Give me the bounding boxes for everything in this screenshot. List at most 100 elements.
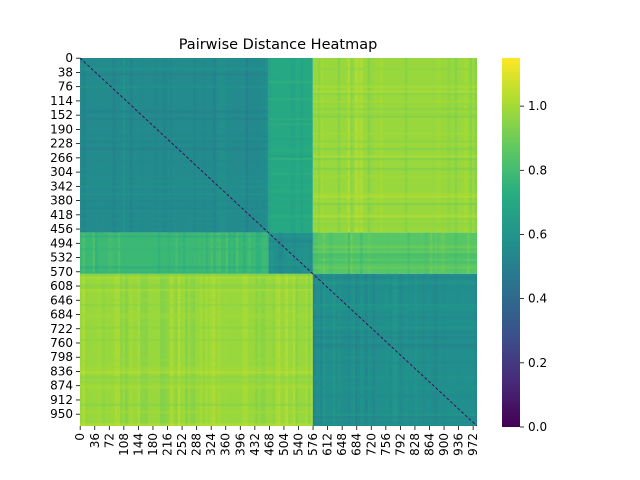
- heatmap-stripe-v: [290, 58, 294, 233]
- heatmap-stripe-v: [268, 58, 271, 233]
- heatmap-stripe-h: [80, 358, 313, 362]
- heatmap-stripe-h: [312, 263, 477, 267]
- x-tick-label: 432: [248, 433, 262, 456]
- colorbar-gradient: [502, 58, 520, 427]
- heatmap-stripe-h: [80, 248, 269, 251]
- heatmap-stripe-h: [312, 308, 477, 312]
- heatmap-stripe-v: [205, 232, 209, 274]
- heatmap-stripe-v: [310, 232, 313, 274]
- x-tick-label: 360: [219, 433, 233, 456]
- heatmap-stripe-h: [312, 112, 477, 116]
- heatmap-stripe-v: [352, 273, 356, 426]
- x-tick-label: 828: [408, 433, 422, 456]
- heatmap-stripe-h: [312, 212, 477, 216]
- heatmap-stripe-h: [312, 260, 477, 264]
- heatmap-stripe-v: [167, 273, 171, 426]
- heatmap-stripe-h: [268, 77, 313, 81]
- y-tick-label: 836: [50, 364, 73, 378]
- heatmap-stripe-v: [263, 232, 266, 274]
- heatmap-stripe-v: [117, 232, 121, 274]
- heatmap-stripe-h: [268, 232, 313, 236]
- heatmap-stripe-v: [310, 273, 313, 426]
- heatmap-stripe-h: [80, 210, 269, 213]
- heatmap-stripe-v: [280, 58, 284, 233]
- heatmap-stripe-v: [110, 273, 113, 426]
- heatmap-stripe-h: [80, 72, 269, 76]
- heatmap-stripe-v: [275, 273, 278, 426]
- y-tick-label: 418: [50, 208, 73, 222]
- heatmap-stripe-h: [268, 266, 313, 269]
- heatmap-stripe-h: [268, 237, 313, 241]
- heatmap-stripe-v: [185, 273, 188, 426]
- x-tick-label: 180: [146, 433, 160, 456]
- heatmap-stripe-v: [250, 232, 254, 274]
- heatmap-stripe-h: [268, 190, 313, 193]
- x-tick-label: 792: [393, 433, 407, 456]
- heatmap-stripe-v: [82, 273, 86, 426]
- heatmap-stripe-h: [80, 288, 313, 292]
- heatmap-stripe-h: [80, 192, 269, 196]
- heatmap-stripe-h: [312, 195, 477, 198]
- heatmap-stripe-h: [80, 338, 313, 342]
- heatmap-stripe-h: [312, 386, 477, 389]
- heatmap-stripe-v: [454, 232, 458, 274]
- heatmap-stripe-h: [80, 386, 313, 389]
- heatmap-stripe-h: [312, 245, 477, 249]
- heatmap-stripe-h: [80, 303, 313, 307]
- heatmap-stripe-v: [255, 273, 258, 426]
- x-tick-label: 648: [335, 433, 349, 456]
- heatmap-stripe-v: [102, 232, 106, 274]
- heatmap-stripe-v: [130, 58, 133, 233]
- x-tick-label: 504: [277, 433, 291, 456]
- heatmap-stripe-h: [312, 155, 477, 158]
- heatmap-stripe-h: [312, 326, 477, 329]
- heatmap-stripe-h: [80, 286, 313, 289]
- heatmap-stripe-v: [213, 58, 216, 233]
- heatmap-stripe-v: [225, 232, 229, 274]
- heatmap-stripe-v: [198, 232, 201, 274]
- heatmap-stripe-h: [312, 167, 477, 171]
- heatmap-stripe-v: [424, 232, 428, 274]
- y-tick-label: 0: [65, 51, 73, 65]
- heatmap-stripe-h: [312, 200, 477, 203]
- heatmap-stripe-h: [312, 376, 477, 379]
- heatmap-stripe-v: [160, 273, 163, 426]
- heatmap-stripe-v: [347, 273, 351, 426]
- heatmap-stripe-h: [312, 266, 477, 269]
- heatmap-stripe-v: [307, 273, 311, 426]
- heatmap-stripe-h: [268, 172, 313, 176]
- heatmap-stripe-h: [312, 142, 477, 146]
- heatmap-stripe-v: [112, 273, 116, 426]
- heatmap-stripe-v: [245, 273, 248, 426]
- heatmap-stripe-h: [268, 235, 313, 238]
- heatmap-stripe-v: [355, 273, 358, 426]
- heatmap-stripe-h: [312, 343, 477, 347]
- heatmap-stripe-h: [312, 222, 477, 226]
- y-tick-label: 266: [50, 151, 73, 165]
- heatmap-stripe-v: [380, 58, 383, 233]
- y-tick-label: 874: [50, 379, 73, 393]
- heatmap-stripe-v: [212, 273, 216, 426]
- heatmap-stripe-v: [312, 273, 316, 426]
- heatmap-stripe-h: [312, 356, 477, 359]
- heatmap-stripe-h: [80, 326, 313, 329]
- heatmap-stripe-v: [357, 58, 361, 233]
- heatmap-stripe-v: [202, 273, 206, 426]
- heatmap-stripe-v: [360, 273, 363, 426]
- heatmap-stripe-h: [312, 286, 477, 289]
- heatmap-stripe-v: [442, 58, 445, 233]
- heatmap-stripe-v: [265, 58, 269, 233]
- heatmap-stripe-h: [268, 147, 313, 151]
- heatmap-stripe-v: [414, 273, 418, 426]
- x-tick-label: 540: [292, 433, 306, 456]
- heatmap-stripe-v: [220, 58, 224, 233]
- heatmap-stripe-v: [190, 273, 193, 426]
- heatmap-stripe-v: [175, 273, 178, 426]
- heatmap-stripe-v: [375, 58, 378, 233]
- heatmap-stripe-h: [312, 157, 477, 161]
- heatmap-stripe-v: [225, 273, 228, 426]
- y-tick-label: 608: [50, 279, 73, 293]
- heatmap-stripe-v: [120, 273, 123, 426]
- heatmap-stripe-v: [322, 232, 326, 274]
- heatmap-stripe-v: [330, 232, 333, 274]
